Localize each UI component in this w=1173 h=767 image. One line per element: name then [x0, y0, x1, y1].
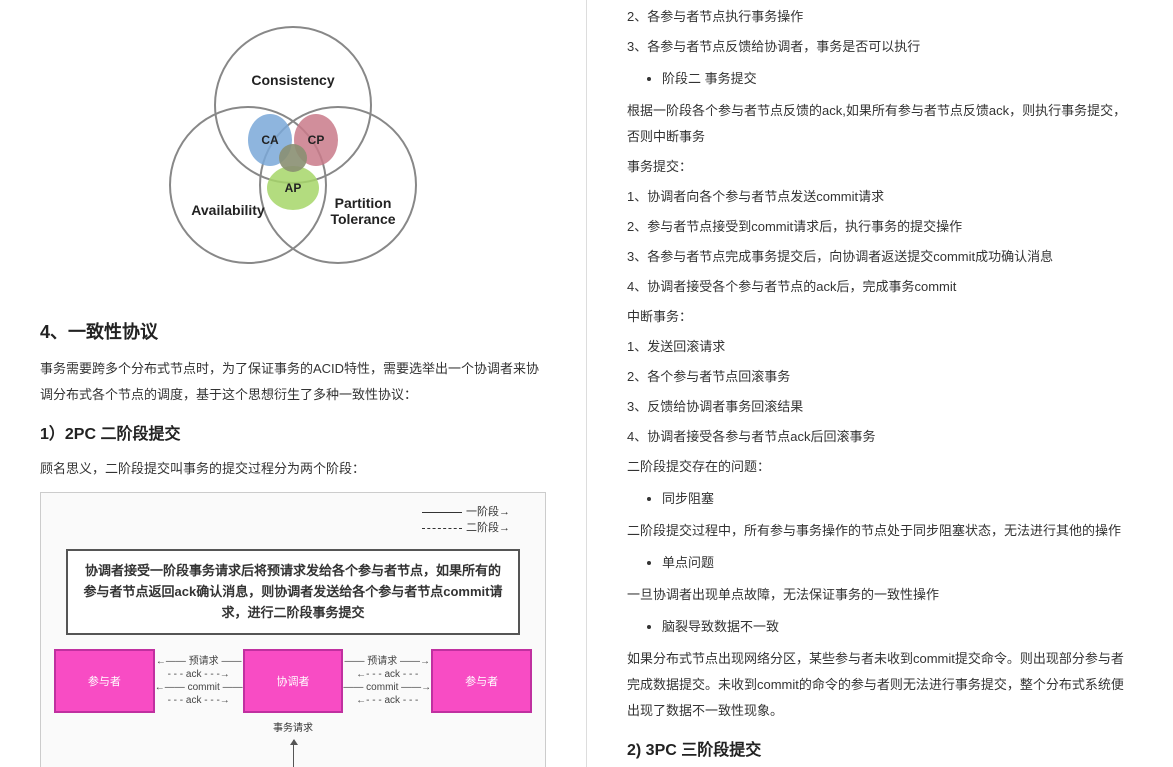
participant-node: 参与者: [431, 649, 532, 713]
text-line: 二阶段提交存在的问题：: [627, 454, 1133, 480]
text-line: 2、各参与者节点执行事务操作: [627, 4, 1133, 30]
text-line: 4、协调者接受各个参与者节点的ack后，完成事务commit: [627, 274, 1133, 300]
legend-phase2: 二阶段: [466, 522, 499, 534]
text-line: 3、反馈给协调者事务回滚结果: [627, 394, 1133, 420]
text-line: 2、各个参与者节点回滚事务: [627, 364, 1133, 390]
diagram-description: 协调者接受一阶段事务请求后将预请求发给各个参与者节点，如果所有的参与者节点返回a…: [66, 549, 520, 635]
tx-request-label: 事务请求: [46, 719, 540, 734]
section-heading: 4、一致性协议: [40, 318, 546, 344]
text-line: 根据一阶段各个参与者节点反馈的ack,如果所有参与者节点反馈ack，则执行事务提…: [627, 98, 1133, 150]
paragraph: 顾名思义，二阶段提交叫事务的提交过程分为两个阶段：: [40, 456, 546, 482]
bullet-brain-split: 脑裂导致数据不一致: [662, 614, 1133, 640]
bullet-single-point: 单点问题: [662, 550, 1133, 576]
arrows-right: —— 预请求 ——→ ←- - - ack - - - —— commit ——…: [343, 655, 431, 707]
text-line: 1、发送回滚请求: [627, 334, 1133, 360]
arrows-left: ←—— 预请求 —— - - - ack - - -→ ←—— commit —…: [155, 655, 243, 707]
text-line: 一旦协调者出现单点故障，无法保证事务的一致性操作: [627, 582, 1133, 608]
legend-phase1: 一阶段: [466, 506, 499, 518]
svg-text:AP: AP: [285, 181, 302, 195]
participant-node: 参与者: [54, 649, 155, 713]
text-line: 4、协调者接受各参与者节点ack后回滚事务: [627, 424, 1133, 450]
text-line: 2、参与者节点接受到commit请求后，执行事务的提交操作: [627, 214, 1133, 240]
svg-text:CP: CP: [308, 133, 325, 147]
svg-text:Tolerance: Tolerance: [330, 211, 395, 227]
bullet-sync-block: 同步阻塞: [662, 486, 1133, 512]
subheading-3pc: 2) 3PC 三阶段提交: [627, 736, 1133, 760]
text-line: 3、各参与者节点完成事务提交后，向协调者返送提交commit成功确认消息: [627, 244, 1133, 270]
text-line: 3、各参与者节点反馈给协调者，事务是否可以执行: [627, 34, 1133, 60]
text-line: 中断事务：: [627, 304, 1133, 330]
text-line: 事务提交：: [627, 154, 1133, 180]
svg-text:CA: CA: [261, 133, 279, 147]
venn-top: Consistency: [251, 72, 334, 88]
paragraph: 事务需要跨多个分布式节点时，为了保证事务的ACID特性，需要选举出一个协调者来协…: [40, 356, 546, 408]
up-arrow-icon: [293, 740, 294, 767]
subheading-2pc: 1）2PC 二阶段提交: [40, 420, 546, 444]
text-line: 如果分布式节点出现网络分区，某些参与者未收到commit提交命令。则出现部分参与…: [627, 646, 1133, 724]
venn-left: Availability: [191, 202, 265, 218]
svg-text:Partition: Partition: [335, 195, 392, 211]
twopc-diagram: 一阶段→ 二阶段→ 协调者接受一阶段事务请求后将预请求发给各个参与者节点，如果所…: [40, 492, 546, 767]
text-line: 二阶段提交过程中，所有参与事务操作的节点处于同步阻塞状态，无法进行其他的操作: [627, 518, 1133, 544]
bullet-phase2: 阶段二 事务提交: [662, 66, 1133, 92]
coordinator-node: 协调者: [243, 649, 344, 713]
venn-diagram: Consistency Availability Partition Toler…: [40, 10, 546, 293]
text-line: 1、协调者向各个参与者节点发送commit请求: [627, 184, 1133, 210]
